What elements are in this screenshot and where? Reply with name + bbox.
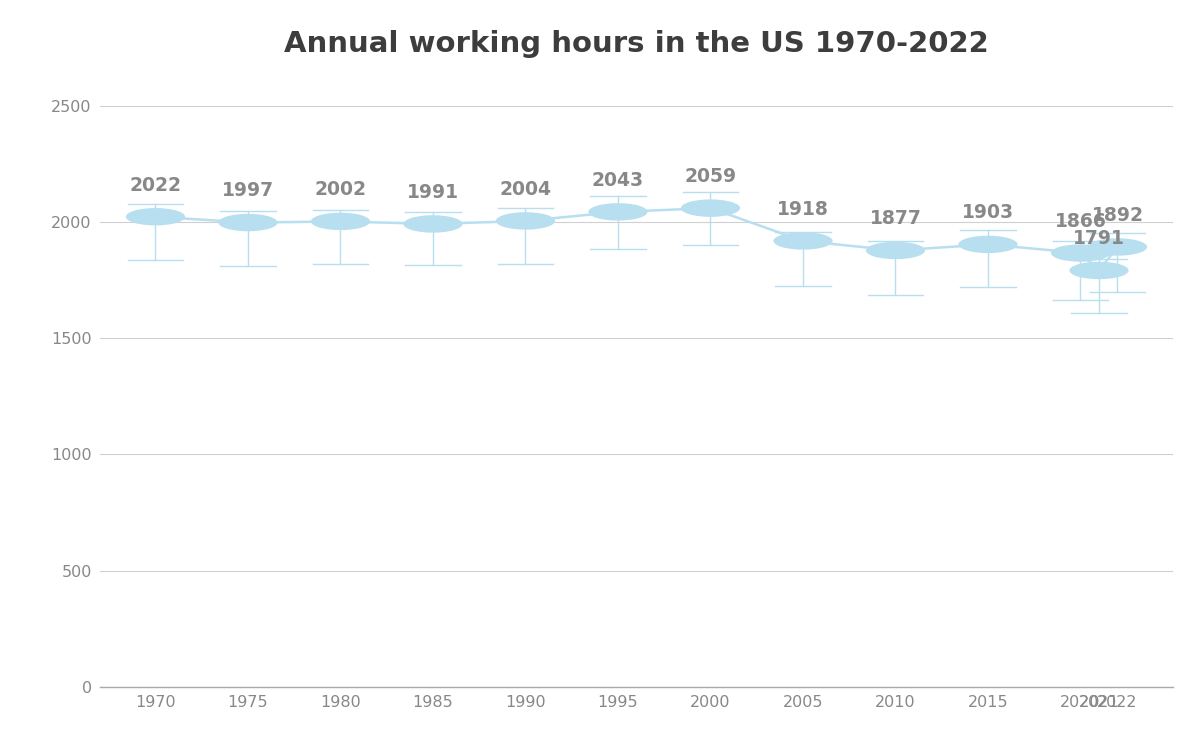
- Text: 1997: 1997: [222, 181, 274, 201]
- Ellipse shape: [959, 236, 1018, 253]
- Ellipse shape: [496, 212, 556, 229]
- Text: 1866: 1866: [1055, 212, 1106, 231]
- Ellipse shape: [311, 212, 370, 230]
- Text: 1791: 1791: [1073, 229, 1124, 249]
- Text: 2022: 2022: [130, 175, 181, 195]
- Text: 2059: 2059: [684, 167, 737, 186]
- Ellipse shape: [126, 208, 185, 226]
- Text: 1991: 1991: [407, 183, 458, 202]
- Text: 1918: 1918: [778, 200, 829, 219]
- Text: 1903: 1903: [962, 204, 1014, 222]
- Ellipse shape: [1088, 238, 1147, 256]
- Ellipse shape: [680, 199, 740, 217]
- Ellipse shape: [866, 242, 925, 259]
- Ellipse shape: [1051, 244, 1110, 262]
- Text: 1892: 1892: [1092, 206, 1144, 225]
- Text: 2002: 2002: [314, 181, 366, 199]
- Text: 2043: 2043: [592, 171, 644, 189]
- Ellipse shape: [588, 204, 648, 221]
- Title: Annual working hours in the US 1970-2022: Annual working hours in the US 1970-2022: [284, 30, 989, 58]
- Text: 1877: 1877: [870, 209, 922, 229]
- Ellipse shape: [218, 214, 277, 232]
- Ellipse shape: [773, 232, 833, 249]
- Ellipse shape: [403, 215, 462, 232]
- Ellipse shape: [1069, 262, 1128, 279]
- Text: 2004: 2004: [499, 180, 552, 199]
